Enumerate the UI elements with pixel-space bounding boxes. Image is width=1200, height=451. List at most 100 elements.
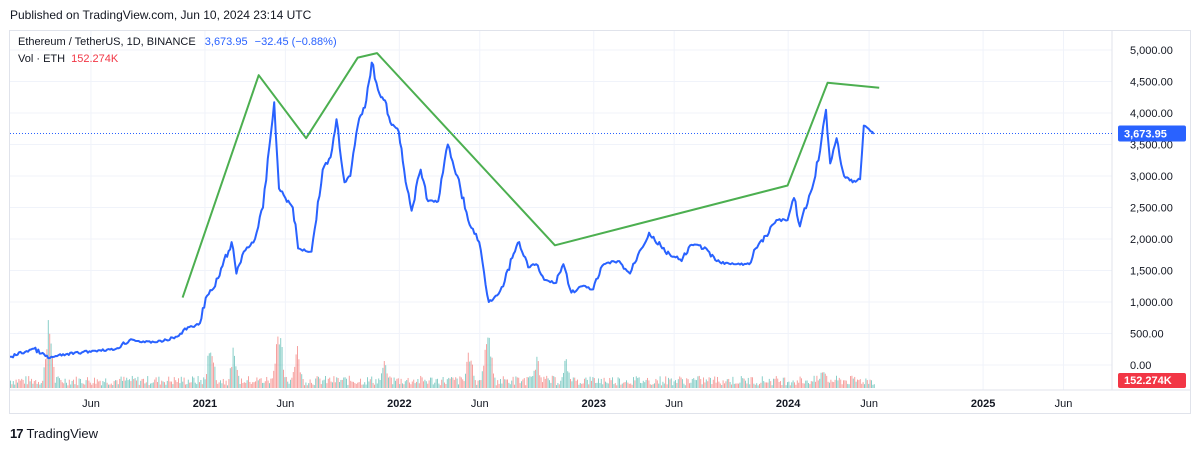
- volume-bar: [694, 379, 696, 388]
- volume-bar: [568, 372, 570, 388]
- volume-bar: [179, 383, 181, 388]
- volume-bar: [868, 383, 870, 388]
- volume-bar: [150, 383, 151, 388]
- volume-bar: [794, 382, 795, 388]
- volume-bar: [137, 376, 139, 388]
- volume-bar: [599, 383, 601, 388]
- volume-bar: [865, 378, 867, 388]
- volume-bar: [635, 376, 637, 388]
- x-tick-label: Jun: [471, 398, 489, 410]
- volume-bar: [712, 379, 714, 388]
- volume-bar: [733, 383, 735, 388]
- symbol-label[interactable]: Ethereum / TetherUS, 1D, BINANCE: [18, 36, 196, 48]
- volume-bar: [263, 382, 265, 388]
- volume-label[interactable]: Vol · ETH: [18, 53, 66, 65]
- volume-bar: [766, 382, 767, 388]
- volume-bar: [799, 376, 801, 388]
- volume-bar: [126, 377, 128, 388]
- volume-bar: [616, 385, 618, 388]
- volume-bar: [824, 373, 826, 388]
- volume-bar: [262, 382, 263, 388]
- volume-bar: [729, 381, 731, 388]
- volume-bar: [553, 376, 555, 388]
- volume-bar: [666, 384, 668, 388]
- volume-bar: [50, 343, 52, 388]
- volume-bar: [680, 377, 682, 388]
- volume-bar: [73, 379, 74, 388]
- volume-bar: [854, 376, 856, 388]
- volume-bar: [147, 376, 149, 388]
- volume-bar: [397, 378, 399, 388]
- volume-bar: [336, 377, 338, 388]
- x-tick-label: 2023: [582, 398, 606, 410]
- y-tick-label: 1,500.00: [1130, 266, 1173, 278]
- volume-bar: [350, 380, 352, 388]
- volume-bar: [92, 383, 94, 388]
- volume-bar: [602, 384, 604, 388]
- volume-bar: [228, 379, 230, 388]
- volume-bar: [813, 375, 815, 388]
- volume-bar: [823, 372, 825, 388]
- volume-bar: [201, 384, 203, 388]
- volume-bar: [109, 384, 111, 388]
- volume-bar: [102, 380, 104, 388]
- volume-bar: [245, 382, 247, 388]
- y-tick-label: 3,500.00: [1130, 140, 1173, 152]
- volume-bar: [767, 382, 769, 388]
- volume-bar: [362, 384, 364, 388]
- volume-bar: [381, 373, 382, 388]
- volume-bar: [673, 381, 675, 388]
- volume-bar: [782, 377, 784, 388]
- x-tick-label: Jun: [82, 398, 100, 410]
- tradingview-logo-icon[interactable]: 17: [10, 426, 24, 441]
- volume-bar: [675, 380, 676, 388]
- volume-bar: [99, 380, 101, 388]
- volume-bar: [866, 380, 868, 388]
- volume-bar: [628, 383, 630, 388]
- volume-bar: [124, 380, 126, 388]
- volume-bar: [862, 382, 864, 388]
- brand-label[interactable]: TradingView: [26, 426, 99, 441]
- volume-bar: [719, 383, 721, 388]
- volume-bar: [487, 337, 489, 388]
- volume-bar: [725, 381, 727, 388]
- volume-bar: [260, 378, 262, 388]
- volume-bar: [75, 376, 77, 388]
- volume-bar: [855, 381, 857, 388]
- y-tick-label: 500.00: [1130, 329, 1164, 341]
- volume-bar: [325, 375, 326, 388]
- volume-bar: [511, 380, 513, 388]
- volume-bar: [404, 381, 406, 388]
- volume-bar: [430, 377, 431, 388]
- volume-bar: [250, 383, 252, 388]
- volume-bar: [256, 377, 258, 388]
- volume-bar: [327, 378, 329, 388]
- volume-bar: [532, 376, 534, 388]
- volume-bar: [752, 377, 753, 388]
- volume-bar: [507, 379, 508, 388]
- volume-bar: [241, 378, 242, 388]
- volume-bar: [133, 379, 135, 388]
- volume-bar: [466, 361, 468, 388]
- volume-bar: [441, 379, 443, 388]
- volume-bar: [735, 383, 737, 388]
- volume-bar: [200, 379, 202, 388]
- volume-bar: [49, 333, 51, 388]
- volume-bar: [522, 379, 524, 388]
- volume-bar: [500, 379, 501, 388]
- volume-bar: [388, 377, 389, 388]
- volume-bar: [290, 379, 291, 388]
- volume-bar: [470, 360, 472, 388]
- x-tick-label: 2022: [387, 398, 411, 410]
- volume-bar: [521, 381, 522, 388]
- volume-bar: [374, 384, 375, 388]
- volume-bar: [129, 379, 130, 388]
- volume-bar: [505, 379, 507, 388]
- volume-bar: [182, 381, 184, 388]
- volume-bar: [329, 377, 331, 388]
- chart-frame[interactable]: [9, 30, 1191, 414]
- volume-bar: [158, 376, 160, 388]
- volume-bar: [383, 361, 385, 388]
- volume-bar: [115, 380, 116, 388]
